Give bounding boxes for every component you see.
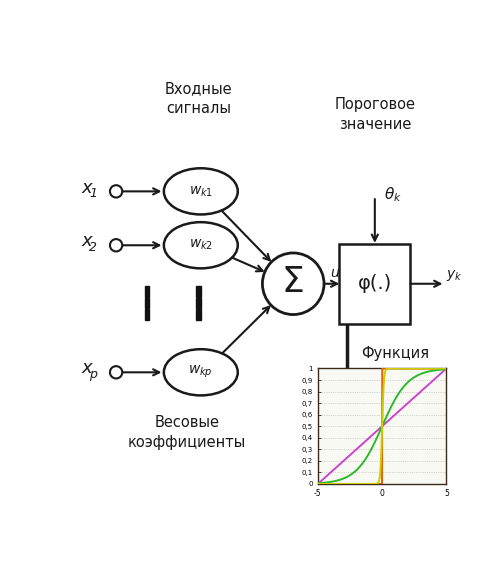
Text: Σ: Σ	[282, 265, 304, 299]
Bar	[196, 286, 201, 297]
Circle shape	[262, 253, 324, 315]
Ellipse shape	[164, 168, 238, 215]
Circle shape	[110, 185, 122, 198]
Text: $u_k$: $u_k$	[330, 268, 347, 282]
Text: p: p	[89, 368, 97, 381]
Text: Функция
активации: Функция активации	[354, 346, 436, 381]
Text: $y_k$: $y_k$	[446, 268, 462, 283]
Text: $w_{k1}$: $w_{k1}$	[188, 184, 213, 199]
Ellipse shape	[164, 222, 238, 268]
FancyBboxPatch shape	[340, 244, 410, 324]
Text: $w_{k2}$: $w_{k2}$	[188, 238, 213, 252]
Text: φ(.): φ(.)	[358, 274, 392, 293]
Bar	[196, 298, 201, 308]
Text: 2: 2	[89, 241, 97, 254]
Text: x: x	[82, 232, 92, 250]
Circle shape	[110, 366, 122, 378]
Bar	[144, 309, 149, 320]
Text: x: x	[82, 178, 92, 197]
Bar	[196, 309, 201, 320]
Bar	[144, 286, 149, 297]
Text: Входные
сигналы: Входные сигналы	[164, 82, 232, 116]
Text: Весовые
коэффициенты: Весовые коэффициенты	[128, 415, 246, 450]
Circle shape	[110, 239, 122, 252]
Text: $\theta_k$: $\theta_k$	[384, 185, 402, 204]
Text: 1: 1	[89, 187, 97, 200]
Text: Пороговое
значение: Пороговое значение	[335, 97, 416, 132]
Ellipse shape	[164, 349, 238, 395]
Text: $w_{kp}$: $w_{kp}$	[188, 364, 213, 381]
Bar	[144, 298, 149, 308]
Text: x: x	[82, 360, 92, 378]
